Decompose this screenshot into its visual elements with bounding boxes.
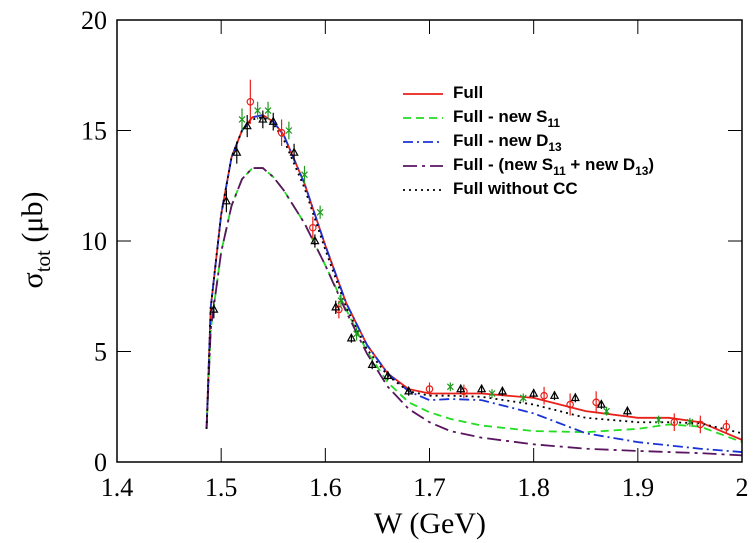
data-point bbox=[446, 383, 454, 391]
data-point bbox=[425, 385, 434, 393]
data-point bbox=[301, 171, 308, 179]
x-tick-label: 1.8 bbox=[517, 473, 550, 502]
data-point bbox=[238, 116, 246, 123]
data-point bbox=[242, 120, 252, 130]
data-point bbox=[566, 400, 574, 409]
data-point bbox=[670, 418, 679, 427]
data-point bbox=[696, 420, 705, 429]
data-point bbox=[331, 302, 341, 311]
x-axis-label: W (GeV) bbox=[374, 507, 486, 540]
x-tick-label: 2 bbox=[736, 473, 749, 502]
data-point bbox=[209, 304, 219, 313]
data-point bbox=[258, 114, 268, 123]
data-point bbox=[592, 398, 600, 407]
data-point bbox=[246, 97, 255, 106]
data-point bbox=[529, 388, 539, 397]
y-tick-label: 10 bbox=[81, 227, 107, 256]
x-tick-label: 1.9 bbox=[622, 473, 655, 502]
data-point bbox=[310, 235, 320, 245]
data-point bbox=[456, 383, 466, 393]
data-point bbox=[285, 127, 293, 134]
data-point bbox=[264, 107, 272, 115]
y-tick-label: 15 bbox=[81, 117, 107, 146]
data-point bbox=[353, 330, 361, 338]
data-point bbox=[488, 390, 496, 397]
data-point bbox=[383, 370, 393, 380]
legend-label: Full - new S11 bbox=[453, 107, 560, 130]
x-tick-label: 1.4 bbox=[101, 473, 134, 502]
legend-label: Full - (new S11 + new D13) bbox=[453, 155, 654, 178]
legend-label: Full - new D13 bbox=[453, 131, 562, 154]
series-line bbox=[205, 167, 742, 443]
data-point bbox=[570, 392, 580, 402]
data-point bbox=[254, 107, 262, 115]
x-tick-label: 1.5 bbox=[205, 473, 238, 502]
data-point bbox=[221, 195, 231, 205]
data-point bbox=[655, 416, 663, 424]
data-point bbox=[232, 147, 242, 156]
series-line bbox=[205, 114, 742, 453]
data-point bbox=[404, 386, 414, 395]
data-point bbox=[603, 407, 611, 415]
data-point bbox=[367, 359, 377, 368]
data-point bbox=[337, 297, 345, 305]
legend-label: Full bbox=[453, 83, 483, 102]
legend-label: Full without CC bbox=[453, 179, 578, 198]
data-point bbox=[309, 223, 317, 232]
plot-frame bbox=[116, 19, 743, 463]
data-point bbox=[540, 391, 548, 400]
y-tick-label: 5 bbox=[94, 338, 107, 367]
data-point bbox=[722, 422, 731, 431]
x-tick-label: 1.7 bbox=[413, 473, 446, 502]
y-axis-label: σtot (μb) bbox=[16, 192, 55, 289]
y-tick-label: 20 bbox=[81, 6, 107, 35]
data-point bbox=[622, 405, 633, 415]
series-line bbox=[205, 167, 742, 457]
data-point bbox=[346, 332, 356, 342]
data-point bbox=[596, 399, 606, 408]
data-point bbox=[549, 390, 560, 399]
x-tick-label: 1.6 bbox=[309, 473, 342, 502]
data-point bbox=[519, 394, 527, 402]
data-point bbox=[686, 418, 694, 426]
data-point bbox=[289, 147, 299, 156]
y-tick-label: 0 bbox=[94, 448, 107, 477]
data-point bbox=[268, 116, 278, 125]
data-point bbox=[277, 128, 286, 137]
data-point bbox=[316, 208, 324, 216]
data-point bbox=[476, 383, 487, 393]
data-point bbox=[497, 386, 508, 395]
